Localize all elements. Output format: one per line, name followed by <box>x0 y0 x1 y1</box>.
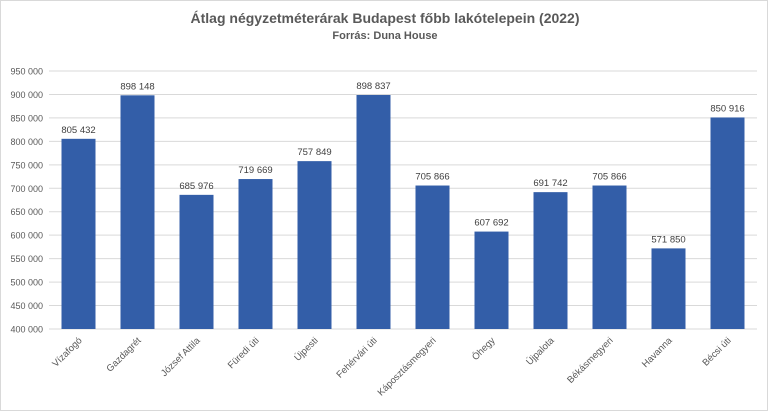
x-tick-label: József Attila <box>159 335 203 379</box>
data-label: 805 432 <box>61 125 95 136</box>
y-tick-label: 950 000 <box>10 67 43 77</box>
data-label: 685 976 <box>179 181 213 192</box>
y-tick-label: 800 000 <box>10 137 43 147</box>
bar <box>179 194 214 329</box>
data-label: 705 866 <box>415 172 449 183</box>
bar <box>533 192 568 329</box>
bar <box>592 185 627 329</box>
y-tick-label: 750 000 <box>10 160 43 170</box>
chart-title: Átlag négyzetméterárak Budapest főbb lak… <box>191 10 580 26</box>
x-tick-label: Újpesti <box>292 335 320 363</box>
x-tick-label: Füredi úti <box>226 335 262 371</box>
bar <box>651 248 686 329</box>
bar <box>474 231 509 329</box>
x-tick-label: Óhegy <box>470 335 498 363</box>
bar <box>120 95 155 329</box>
x-tick-label: Havanna <box>640 335 675 370</box>
bar <box>710 117 745 329</box>
y-tick-label: 600 000 <box>10 231 43 241</box>
data-label: 719 669 <box>238 165 272 176</box>
bar <box>61 138 96 329</box>
data-label: 850 916 <box>710 103 744 114</box>
y-tick-label: 400 000 <box>10 325 43 335</box>
chart-subtitle: Forrás: Duna House <box>332 30 437 42</box>
bar <box>238 179 273 329</box>
x-tick-label: Vízafogó <box>50 335 84 369</box>
bar <box>297 161 332 329</box>
data-label: 571 850 <box>651 234 685 245</box>
x-tick-label: Bécsi úti <box>700 335 733 368</box>
x-tick-label: Káposztásmegyeri <box>376 335 439 398</box>
y-tick-label: 650 000 <box>10 207 43 217</box>
data-label: 607 692 <box>474 218 508 229</box>
y-tick-label: 850 000 <box>10 113 43 123</box>
y-tick-label: 450 000 <box>10 301 43 311</box>
bar <box>415 185 450 329</box>
data-label: 691 742 <box>533 178 567 189</box>
data-label: 705 866 <box>592 172 626 183</box>
data-label: 898 148 <box>120 81 154 92</box>
data-label: 898 837 <box>356 81 390 92</box>
y-tick-label: 900 000 <box>10 90 43 100</box>
x-tick-label: Fehérvári úti <box>334 335 379 380</box>
x-tick-label: Békásmegyeri <box>565 335 615 385</box>
data-label: 757 849 <box>297 147 331 158</box>
y-tick-label: 500 000 <box>10 278 43 288</box>
y-tick-label: 700 000 <box>10 184 43 194</box>
bar <box>356 95 391 330</box>
x-tick-label: Gazdagrét <box>104 335 143 374</box>
y-tick-label: 550 000 <box>10 254 43 264</box>
x-tick-label: Újpalota <box>524 335 557 368</box>
